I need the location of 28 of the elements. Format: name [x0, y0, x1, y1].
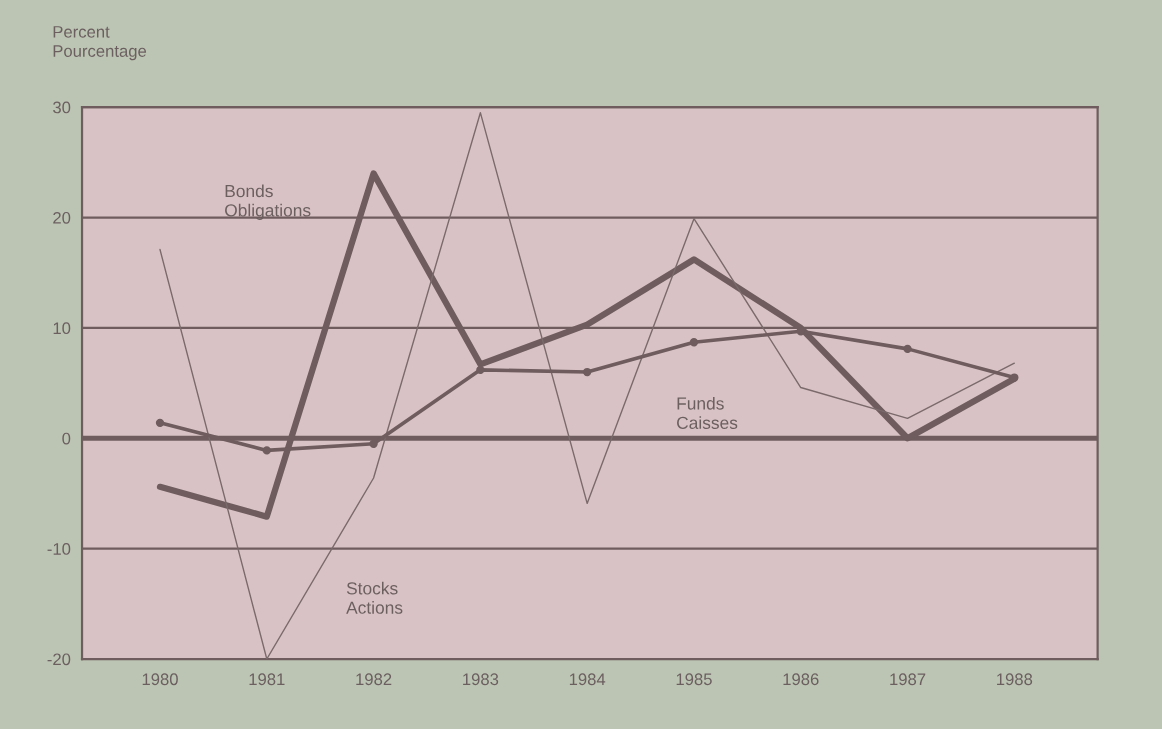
- point: [262, 446, 271, 455]
- y-tick-label: -10: [47, 543, 71, 555]
- y-tick-label: 0: [62, 432, 71, 445]
- text: Funds Caisses: [677, 396, 738, 429]
- x-tick-label: 1985: [676, 673, 712, 686]
- point: [582, 367, 592, 377]
- x-tick-label: 1980: [142, 673, 178, 686]
- x-tick-label: 1984: [569, 673, 606, 686]
- series-label: Stocks Actions: [346, 581, 403, 614]
- y-tick-label: 20: [53, 211, 71, 224]
- y-tick-label: -20: [47, 653, 71, 666]
- y-tick-label: 10: [53, 322, 71, 335]
- y-tick-label: 30: [53, 101, 71, 114]
- x-tick-label: 1986: [783, 673, 819, 686]
- x-tick-label: 1981: [249, 673, 285, 686]
- point: [903, 344, 912, 354]
- point: [155, 418, 165, 427]
- line-series: [159, 111, 1016, 660]
- x-tick-label: 1988: [997, 673, 1033, 686]
- x-tick-label: 1982: [356, 673, 392, 686]
- text: Bonds Obligations: [225, 184, 311, 220]
- point: [369, 439, 378, 448]
- point: [689, 338, 699, 347]
- x-tick-label: 1983: [463, 673, 499, 686]
- y-axis-title: Percent Pourcentage: [53, 26, 147, 61]
- point: [1010, 373, 1019, 382]
- point: [476, 365, 485, 375]
- x-tick-label: 1987: [890, 673, 926, 686]
